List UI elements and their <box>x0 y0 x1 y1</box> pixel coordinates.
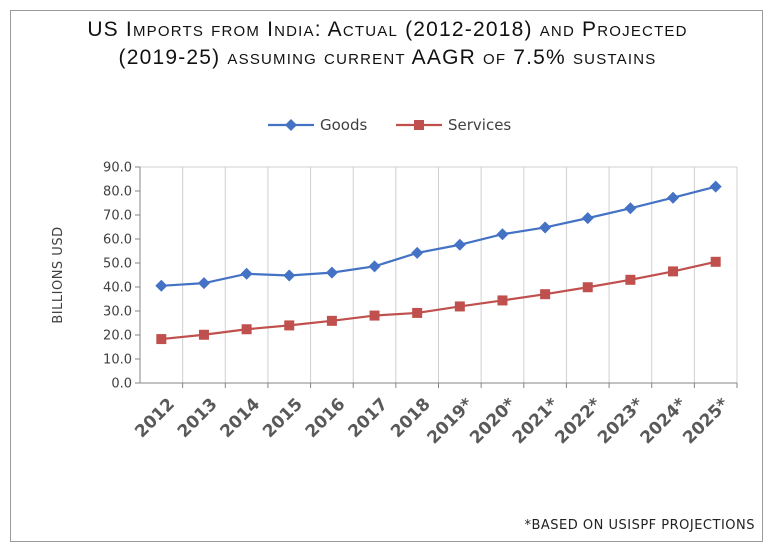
data-point-services <box>198 329 209 340</box>
y-tick-label: 0.0 <box>111 377 132 392</box>
y-tick-label: 90.0 <box>103 161 132 176</box>
x-tick-label: 2015 <box>259 394 307 442</box>
legend-marker-services <box>414 120 424 130</box>
data-point-services <box>241 324 252 335</box>
data-point-goods <box>453 238 466 251</box>
y-tick-label: 50.0 <box>103 257 132 272</box>
data-point-goods <box>411 246 424 259</box>
x-tick-label: 2020* <box>466 394 520 448</box>
chart-title: US Imports from India: Actual (2012-2018… <box>0 16 775 72</box>
data-point-goods <box>624 202 637 215</box>
data-point-goods <box>368 260 381 273</box>
y-tick-label: 20.0 <box>103 329 132 344</box>
legend-label-goods: Goods <box>320 116 367 134</box>
x-tick-label: 2023* <box>594 394 648 448</box>
data-point-goods <box>496 228 509 241</box>
x-tick-label: 2017 <box>344 394 392 442</box>
data-point-goods <box>539 221 552 234</box>
x-tick-label: 2014 <box>217 394 265 442</box>
data-point-services <box>625 274 636 285</box>
data-point-services <box>284 320 295 331</box>
data-point-services <box>710 256 721 267</box>
data-point-services <box>454 301 465 312</box>
data-point-goods <box>283 269 296 282</box>
series-line-services <box>161 260 716 341</box>
data-point-services <box>326 315 337 326</box>
chart-title-line-2: (2019-25) assuming current AAGR of 7.5% … <box>118 46 657 69</box>
y-axis-label: BILLIONS USD <box>51 226 66 323</box>
data-point-goods <box>325 266 338 279</box>
x-tick-label: 2019* <box>423 394 477 448</box>
legend-marker-goods <box>285 119 297 131</box>
x-tick-label: 2022* <box>551 394 605 448</box>
data-point-goods <box>581 212 594 225</box>
data-point-services <box>540 289 551 300</box>
y-tick-label: 40.0 <box>103 281 132 296</box>
data-point-goods <box>709 180 722 193</box>
data-point-services <box>497 295 508 306</box>
y-tick-label: 60.0 <box>103 233 132 248</box>
x-tick-label: 2012 <box>131 394 179 442</box>
x-tick-label: 2016 <box>302 394 350 442</box>
data-point-goods <box>197 277 210 290</box>
data-point-goods <box>240 267 253 280</box>
y-tick-label: 80.0 <box>103 185 132 200</box>
y-tick-label: 10.0 <box>103 353 132 368</box>
x-tick-label: 2025* <box>679 394 733 448</box>
legend-label-services: Services <box>448 116 511 134</box>
x-tick-label: 2024* <box>637 394 691 448</box>
data-point-services <box>412 307 423 318</box>
chart-title-line-1: US Imports from India: Actual (2012-2018… <box>87 18 688 41</box>
chart-frame <box>10 10 763 542</box>
x-tick-label: 2013 <box>174 394 222 442</box>
series-line-goods <box>161 185 716 287</box>
data-point-goods <box>155 279 168 292</box>
data-point-services <box>156 334 167 345</box>
footnote: *BASED ON USISPF PROJECTIONS <box>524 518 755 533</box>
data-point-services <box>369 310 380 321</box>
data-point-services <box>668 266 679 277</box>
y-tick-label: 70.0 <box>103 209 132 224</box>
data-point-services <box>582 282 593 293</box>
y-tick-label: 30.0 <box>103 305 132 320</box>
x-tick-label: 2021* <box>509 394 563 448</box>
data-point-goods <box>667 191 680 204</box>
